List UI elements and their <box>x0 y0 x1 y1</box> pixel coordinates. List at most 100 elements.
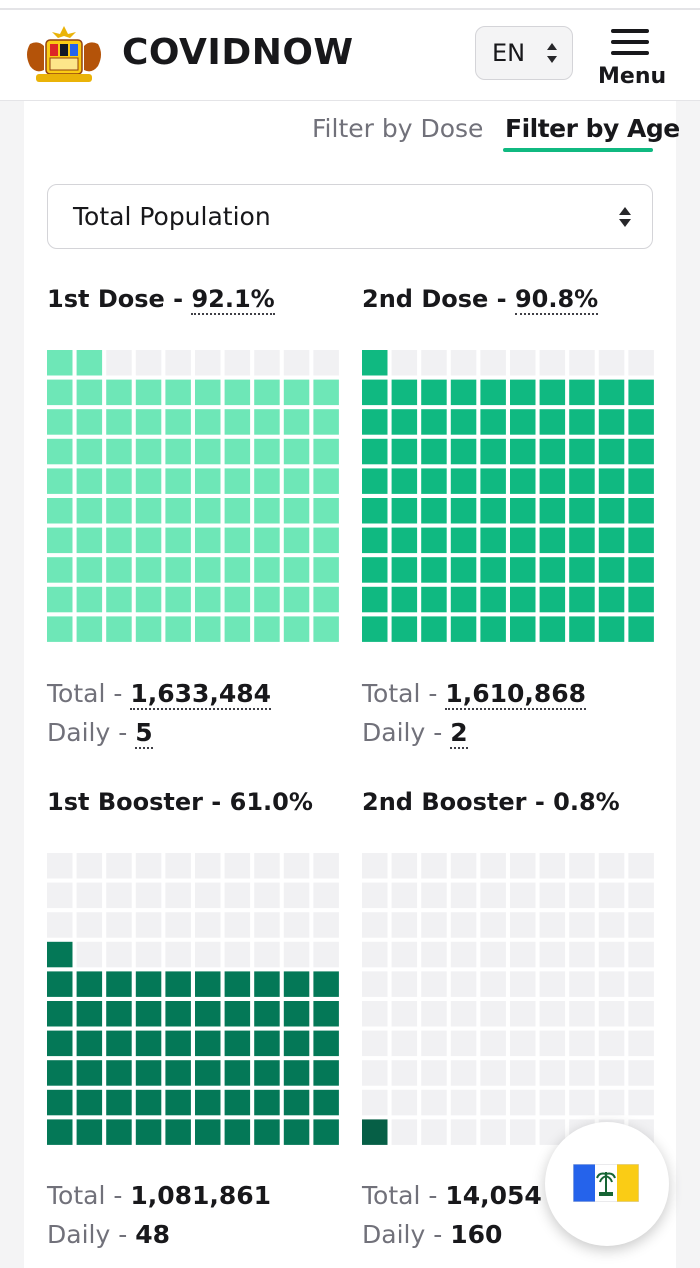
waffle-cell-filled <box>313 379 339 406</box>
waffle-cell-filled <box>254 586 280 613</box>
waffle-cell-filled <box>135 379 162 406</box>
waffle-cell-empty <box>391 882 418 909</box>
stat-value[interactable]: 1,633,484 <box>130 679 272 710</box>
waffle-cell-filled <box>283 468 310 494</box>
waffle-cell-filled <box>135 1060 162 1086</box>
stat-value[interactable]: 1,610,868 <box>445 679 587 710</box>
waffle-cell-filled <box>224 498 251 524</box>
waffle-cell-empty <box>480 853 506 879</box>
waffle-cell-empty <box>47 882 73 909</box>
waffle-cell-filled <box>76 1030 103 1057</box>
waffle-cell-empty <box>628 1060 654 1086</box>
waffle-cell-empty <box>195 882 221 909</box>
waffle-cell-filled <box>450 409 477 435</box>
waffle-cell-filled <box>76 616 103 642</box>
panel-label: 1st Dose <box>47 285 165 313</box>
tab-filter-by-dose[interactable]: Filter by Dose <box>312 114 484 143</box>
population-select[interactable]: Total Population <box>47 184 653 249</box>
waffle-cell-filled <box>480 527 506 554</box>
waffle-cell-filled <box>569 498 595 524</box>
waffle-cell-empty <box>450 971 477 997</box>
waffle-cell-empty <box>421 941 447 968</box>
stat-value[interactable]: 2 <box>450 718 468 749</box>
waffle-cell-filled <box>254 527 280 554</box>
waffle-cell-filled <box>313 1119 339 1145</box>
waffle-cell-filled <box>254 1089 280 1116</box>
brand-title[interactable]: COVIDNOW <box>122 32 354 73</box>
waffle-cell-filled <box>254 409 280 435</box>
waffle-cell-filled <box>135 616 162 642</box>
waffle-cell-filled <box>195 409 221 435</box>
waffle-cell-filled <box>391 468 418 494</box>
waffle-cell-filled <box>510 438 536 465</box>
waffle-cell-filled <box>165 1119 191 1145</box>
waffle-cell-filled <box>362 468 388 494</box>
state-selector-button[interactable] <box>545 1122 669 1246</box>
waffle-cell-empty <box>628 1001 654 1027</box>
waffle-cell-filled <box>598 557 625 583</box>
waffle-cell-filled <box>628 527 654 554</box>
waffle-cell-filled <box>421 586 447 613</box>
waffle-cell-empty <box>480 1030 506 1057</box>
waffle-cell-filled <box>313 586 339 613</box>
panel-percent[interactable]: 92.1% <box>191 285 275 315</box>
waffle-cell-empty <box>421 1001 447 1027</box>
waffle-cell-filled <box>283 1030 310 1057</box>
waffle-cell-empty <box>539 1089 566 1116</box>
waffle-cell-filled <box>598 468 625 494</box>
waffle-cell-filled <box>47 1001 73 1027</box>
waffle-cell-empty <box>195 941 221 968</box>
waffle-cell-filled <box>480 616 506 642</box>
waffle-cell-empty <box>362 912 388 938</box>
waffle-cell-filled <box>421 438 447 465</box>
language-select[interactable]: EN <box>475 26 573 80</box>
waffle-cell-empty <box>421 1060 447 1086</box>
waffle-cell-filled <box>450 498 477 524</box>
waffle-cell-filled <box>135 1119 162 1145</box>
waffle-cell-filled <box>391 557 418 583</box>
waffle-cell-empty <box>224 882 251 909</box>
menu-button[interactable]: Menu <box>596 26 666 96</box>
waffle-cell-empty <box>539 882 566 909</box>
waffle-cell-empty <box>450 1060 477 1086</box>
waffle-cell-empty <box>313 912 339 938</box>
waffle-cell-empty <box>313 882 339 909</box>
separator: - <box>420 1181 446 1210</box>
waffle-cell-filled <box>283 1060 310 1086</box>
waffle-cell-empty <box>510 882 536 909</box>
waffle-cell-filled <box>598 438 625 465</box>
waffle-cell-filled <box>313 971 339 997</box>
stat-value: 1,081,861 <box>130 1181 272 1210</box>
waffle-cell-filled <box>195 616 221 642</box>
waffle-cell-filled <box>450 468 477 494</box>
waffle-cell-filled <box>254 1030 280 1057</box>
waffle-cell-filled <box>165 1089 191 1116</box>
waffle-cell-filled <box>224 586 251 613</box>
waffle-cell-filled <box>283 438 310 465</box>
state-flag-icon <box>573 1164 639 1202</box>
waffle-cell-filled <box>165 586 191 613</box>
waffle-cell-filled <box>195 1060 221 1086</box>
waffle-cell-empty <box>362 1001 388 1027</box>
waffle-cell-empty <box>480 912 506 938</box>
waffle-cell-empty <box>391 1119 418 1145</box>
waffle-cell-empty <box>224 350 251 376</box>
waffle-cell-empty <box>165 912 191 938</box>
waffle-cell-filled <box>165 379 191 406</box>
waffle-cell-empty <box>362 1060 388 1086</box>
separator: - <box>105 1181 131 1210</box>
waffle-cell-filled <box>362 438 388 465</box>
panel-percent[interactable]: 90.8% <box>514 285 599 315</box>
waffle-cell-filled <box>165 468 191 494</box>
waffle-cell-empty <box>391 971 418 997</box>
stat-value[interactable]: 5 <box>135 718 153 749</box>
waffle-cell-filled <box>76 498 103 524</box>
tab-filter-by-age[interactable]: Filter by Age <box>505 114 680 143</box>
waffle-cell-empty <box>598 853 625 879</box>
malaysia-coat-of-arms-icon[interactable] <box>22 24 106 84</box>
waffle-cell-empty <box>165 350 191 376</box>
waffle-cell-filled <box>224 527 251 554</box>
active-tab-indicator <box>503 148 653 152</box>
stat-label: Daily <box>47 718 111 747</box>
waffle-cell-empty <box>313 853 339 879</box>
